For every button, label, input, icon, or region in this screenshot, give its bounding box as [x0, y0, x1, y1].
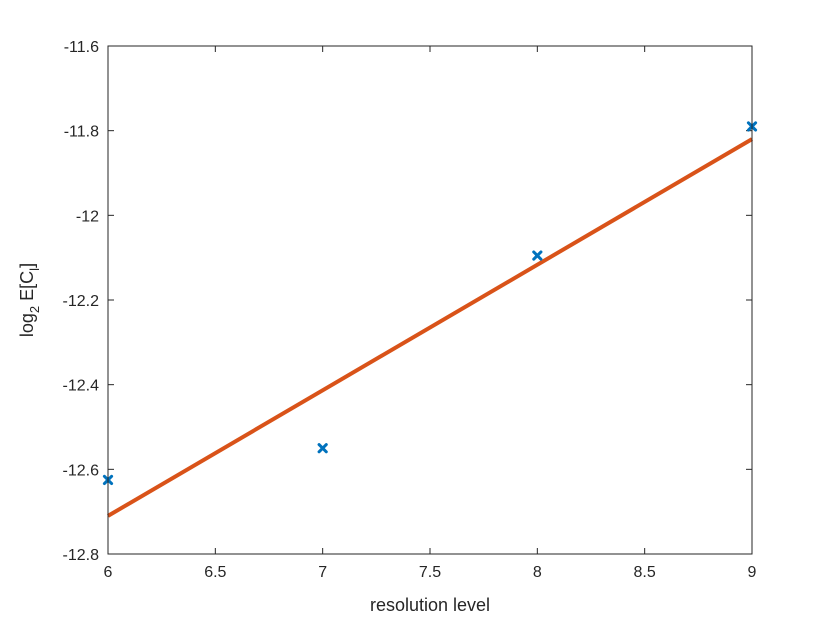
data-point	[317, 443, 328, 454]
y-tick-label: -12.8	[63, 547, 100, 564]
x-tick-label: 6	[104, 564, 113, 581]
y-axis-label: log2 E[Cl]	[17, 263, 42, 337]
x-tick-label: 8	[533, 564, 542, 581]
y-tick-label: -11.6	[64, 39, 99, 56]
y-tick-label: -12.6	[63, 462, 100, 479]
y-tick-label: -11.8	[64, 124, 99, 141]
labels-layer: 6 6.5 7 7.5 8 8.5 9 -12.8 -12.6 -12.4 -12.2 -12 -11.…	[63, 39, 757, 581]
y-axis-label-subscript: l	[27, 268, 42, 271]
fit-line	[106, 137, 754, 518]
y-axis-label-log-base: 2	[27, 306, 42, 313]
x-tick-label: 8.5	[634, 564, 656, 581]
y-axis-label-log: log	[17, 313, 37, 337]
y-tick-label: -12.2	[63, 293, 100, 310]
y-tick-label: -12	[76, 208, 99, 225]
x-tick-label: 6.5	[204, 564, 226, 581]
x-tick-label: 9	[748, 564, 757, 581]
plot-frame	[107, 45, 753, 555]
y-tick-label: -12.4	[63, 378, 100, 395]
x-tick-label: 7.5	[419, 564, 441, 581]
data-point	[532, 250, 543, 261]
x-axis-label: resolution level	[370, 595, 490, 615]
plot-area	[108, 46, 752, 554]
y-axis-label-close: ]	[17, 263, 37, 268]
x-tick-label: 7	[318, 564, 327, 581]
y-axis-label-main: E[C	[17, 271, 37, 306]
